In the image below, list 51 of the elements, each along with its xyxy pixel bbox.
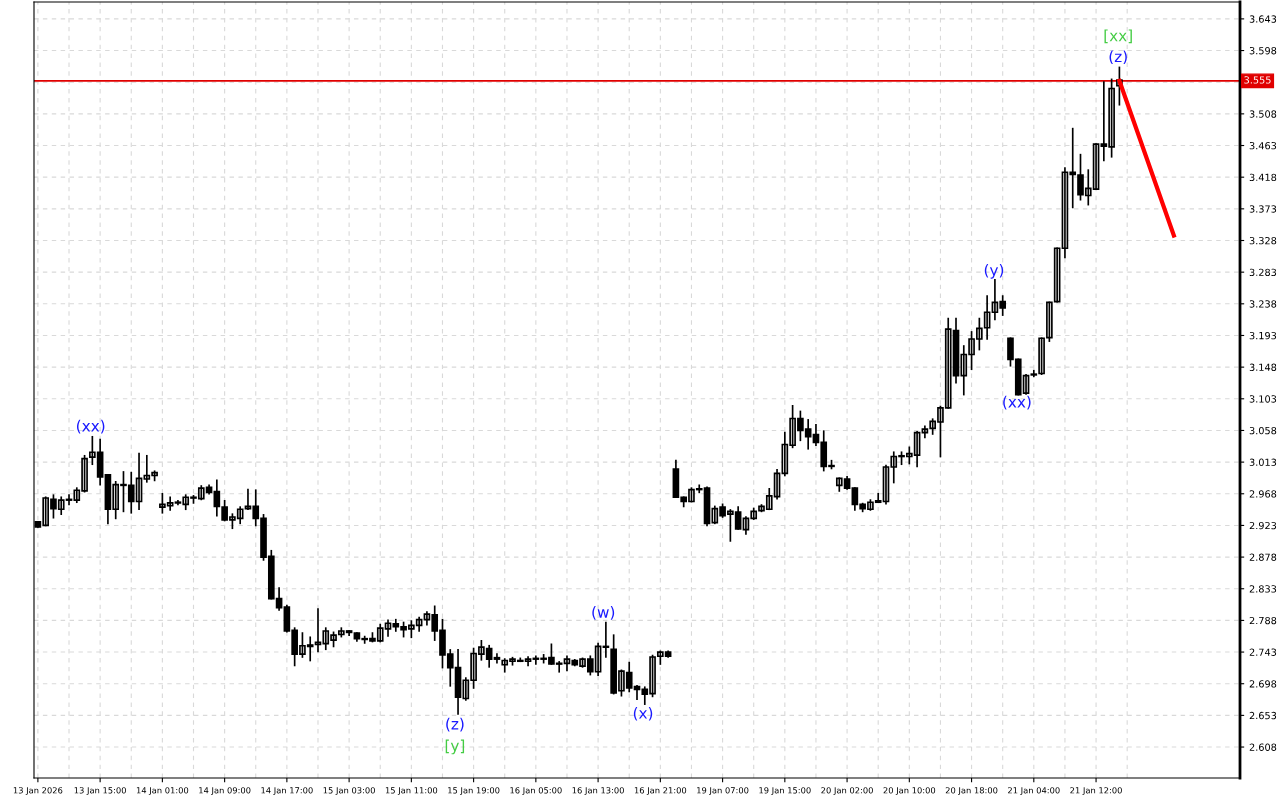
y-tick-label: 3.193 [1249,331,1277,340]
y-tick-label: 2.923 [1249,521,1277,530]
y-tick-label: 2.788 [1249,616,1277,625]
x-tick-label: 16 Jan 13:00 [572,787,624,796]
y-tick-label: 2.968 [1249,490,1277,498]
y-tick-label: 2.698 [1249,680,1277,688]
y-tick-label: 3.373 [1249,205,1277,213]
x-tick-label: 13 Jan 15:00 [74,787,126,796]
x-tick-label: 15 Jan 03:00 [323,787,375,796]
y-tick-label: 3.148 [1249,363,1277,371]
annotation: (z) [446,717,464,732]
x-tick-label: 15 Jan 11:00 [385,787,438,796]
x-tick-label: 19 Jan 07:00 [697,787,749,796]
y-tick-label: 3.328 [1249,236,1277,245]
y-tick-label: 3.058 [1249,426,1277,435]
x-tick-label: 21 Jan 04:00 [1008,787,1060,796]
y-tick-label: 3.418 [1249,173,1277,182]
x-tick-label: 16 Jan 05:00 [510,787,562,796]
y-tick-label: 2.608 [1249,743,1277,751]
y-tick-label: 2.743 [1249,648,1277,656]
y-tick-label: 3.013 [1249,458,1277,466]
y-tick-label: 2.833 [1249,585,1277,593]
y-tick-label: 3.643 [1249,15,1277,23]
ref-line-label: 3.555 [1244,76,1271,84]
annotation: (xx) [76,419,105,434]
x-tick-label: 14 Jan 09:00 [199,787,251,796]
x-tick-label: 13 Jan 2026 [13,787,63,796]
x-tick-label: 20 Jan 02:00 [821,787,873,796]
annotation: (y) [984,263,1004,279]
annotation: (w) [592,606,615,620]
y-tick-label: 3.598 [1249,47,1277,55]
annotation: (x) [633,706,653,721]
y-tick-label: 3.463 [1249,142,1277,150]
x-tick-label: 19 Jan 15:00 [759,787,811,796]
x-tick-label: 20 Jan 18:00 [945,787,998,796]
annotation: (z) [1109,50,1127,65]
y-tick-label: 2.653 [1249,711,1277,720]
y-tick-label: 3.508 [1249,110,1277,118]
y-tick-label: 3.238 [1249,300,1277,308]
x-tick-label: 14 Jan 01:00 [136,787,189,796]
x-tick-label: 16 Jan 21:00 [634,787,687,796]
x-tick-label: 14 Jan 17:00 [261,787,313,796]
x-tick-label: 15 Jan 19:00 [448,787,500,796]
x-tick-label: 21 Jan 12:00 [1070,787,1122,796]
x-tick-label: 20 Jan 10:00 [883,787,936,796]
annotation: [xx] [1104,29,1132,44]
y-tick-label: 3.283 [1249,268,1277,276]
annotation: [y] [445,739,465,755]
y-tick-label: 3.103 [1249,395,1277,403]
y-tick-label: 2.878 [1249,553,1277,561]
annotation: (xx) [1003,395,1031,410]
